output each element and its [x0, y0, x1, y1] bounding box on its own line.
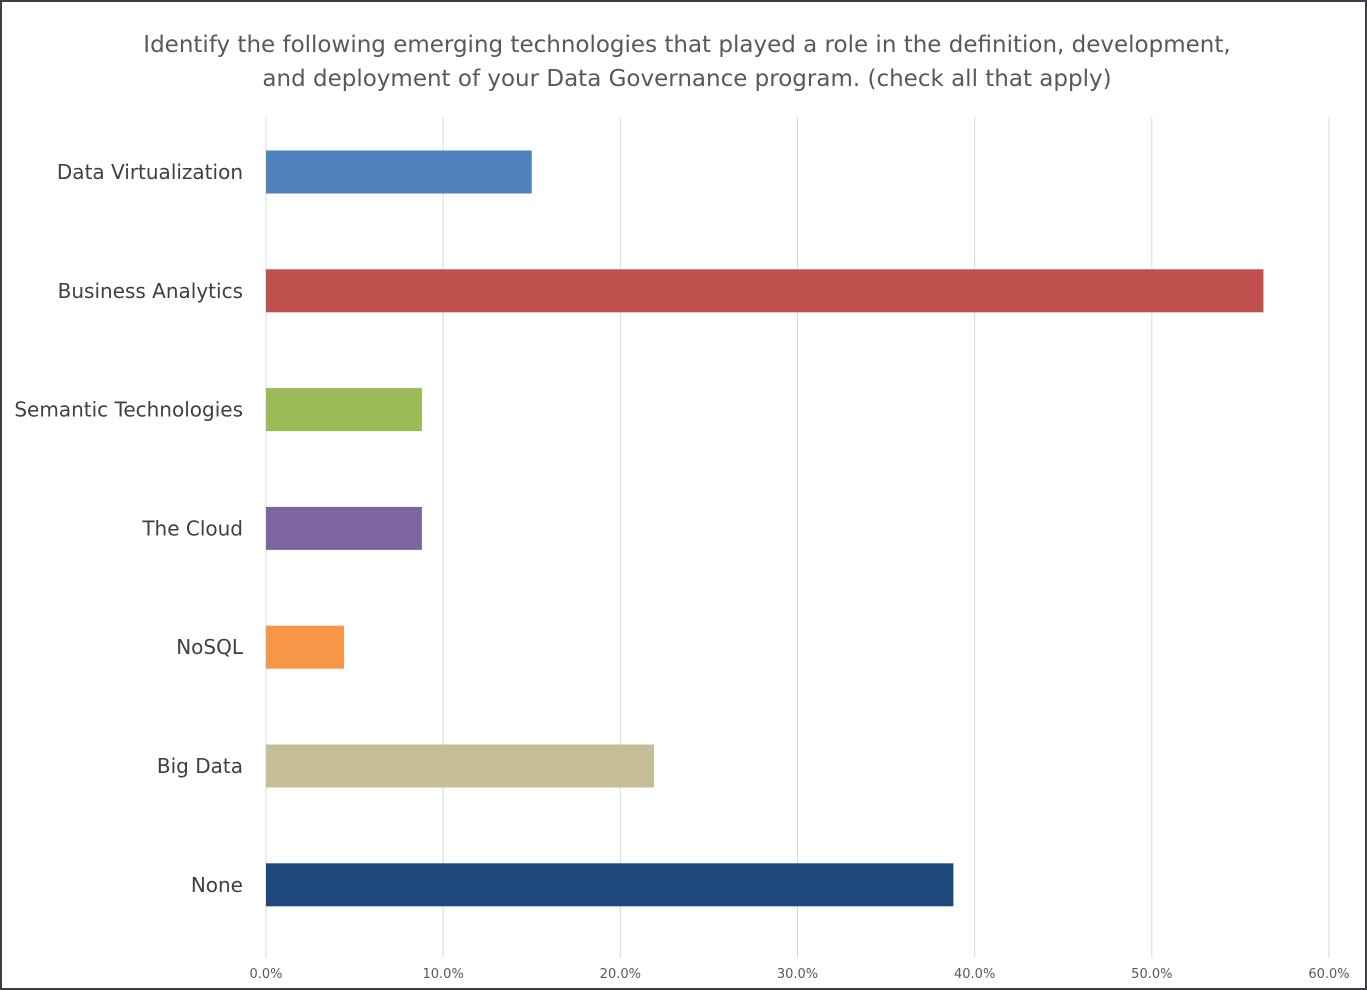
bar	[266, 269, 1264, 313]
chart-title: Identify the following emerging technolo…	[143, 32, 1231, 92]
x-tick-label: 20.0%	[600, 967, 641, 982]
category-label: NoSQL	[176, 635, 244, 659]
gridlines	[265, 117, 1330, 958]
x-tick-label: 60.0%	[1308, 967, 1349, 982]
category-label: None	[191, 873, 243, 897]
x-axis-tick-labels: 0.0% 10.0% 20.0% 30.0% 40.0% 50.0% 60.0%	[249, 967, 1349, 982]
category-label: Data Virtualization	[57, 160, 243, 184]
bar	[266, 506, 422, 550]
bar	[266, 625, 344, 669]
x-tick-label: 50.0%	[1131, 967, 1172, 982]
category-label: The Cloud	[141, 516, 243, 540]
category-label: Semantic Technologies	[14, 398, 243, 422]
bar	[266, 388, 422, 432]
category-labels: Data Virtualization Business Analytics Sem…	[14, 160, 244, 897]
category-label: Business Analytics	[58, 279, 243, 303]
bar	[266, 863, 954, 907]
bar	[266, 150, 532, 194]
bars	[266, 150, 1264, 907]
x-tick-label: 10.0%	[423, 967, 464, 982]
x-tick-label: 0.0%	[249, 967, 282, 982]
category-label: Big Data	[157, 754, 243, 778]
x-tick-label: 30.0%	[777, 967, 818, 982]
bar	[266, 744, 654, 788]
x-tick-label: 40.0%	[954, 967, 995, 982]
